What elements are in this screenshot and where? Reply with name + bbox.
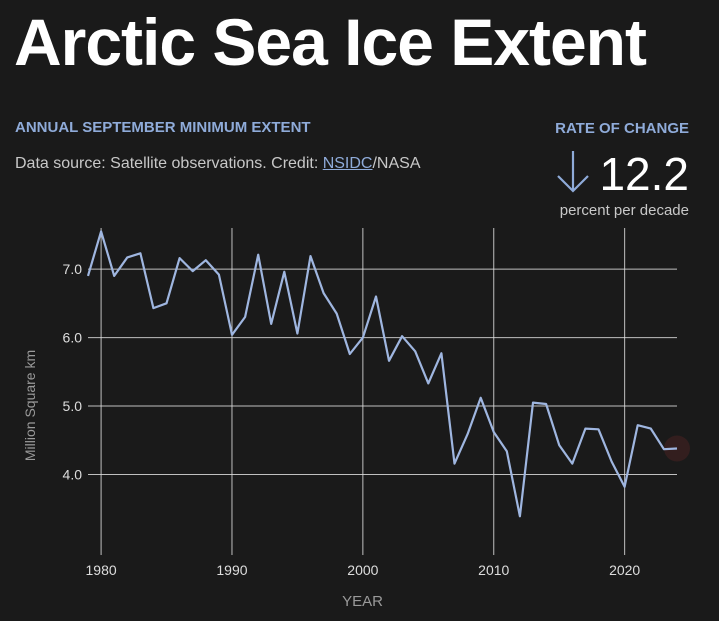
y-tick-label: 4.0 <box>63 467 83 483</box>
rate-value: 12.2 <box>599 148 689 200</box>
x-tick-label: 2020 <box>609 562 640 578</box>
y-axis-label: Million Square km <box>22 350 38 461</box>
y-tick-label: 5.0 <box>63 398 83 414</box>
nsidc-link[interactable]: NSIDC <box>322 155 373 172</box>
x-tick-label: 1980 <box>86 562 117 578</box>
sea-ice-line-chart: 4.0 5.0 6.0 7.0 1980 1990 2000 2010 2020 YEAR Mill… <box>22 228 690 610</box>
arrow-down-icon <box>555 149 591 200</box>
rate-unit: percent per decade <box>559 202 689 219</box>
source-prefix: Data source: Satellite observations. Cre… <box>15 155 323 172</box>
rate-label: RATE OF CHANGE <box>555 120 689 137</box>
chart-subtitle: ANNUAL SEPTEMBER MINIMUM EXTENT <box>15 119 311 136</box>
x-tick-label: 2010 <box>478 562 509 578</box>
source-suffix: /NASA <box>372 155 421 172</box>
y-tick-label: 6.0 <box>63 330 83 346</box>
series-line <box>86 230 678 518</box>
x-tick-label: 1990 <box>216 562 247 578</box>
x-axis-label: YEAR <box>342 593 383 610</box>
y-tick-label: 7.0 <box>63 261 83 277</box>
x-tick-label: 2000 <box>347 562 378 578</box>
page-title: Arctic Sea Ice Extent <box>14 5 647 79</box>
rate-display: 12.2 <box>555 148 689 200</box>
data-source: Data source: Satellite observations. Cre… <box>15 155 421 173</box>
